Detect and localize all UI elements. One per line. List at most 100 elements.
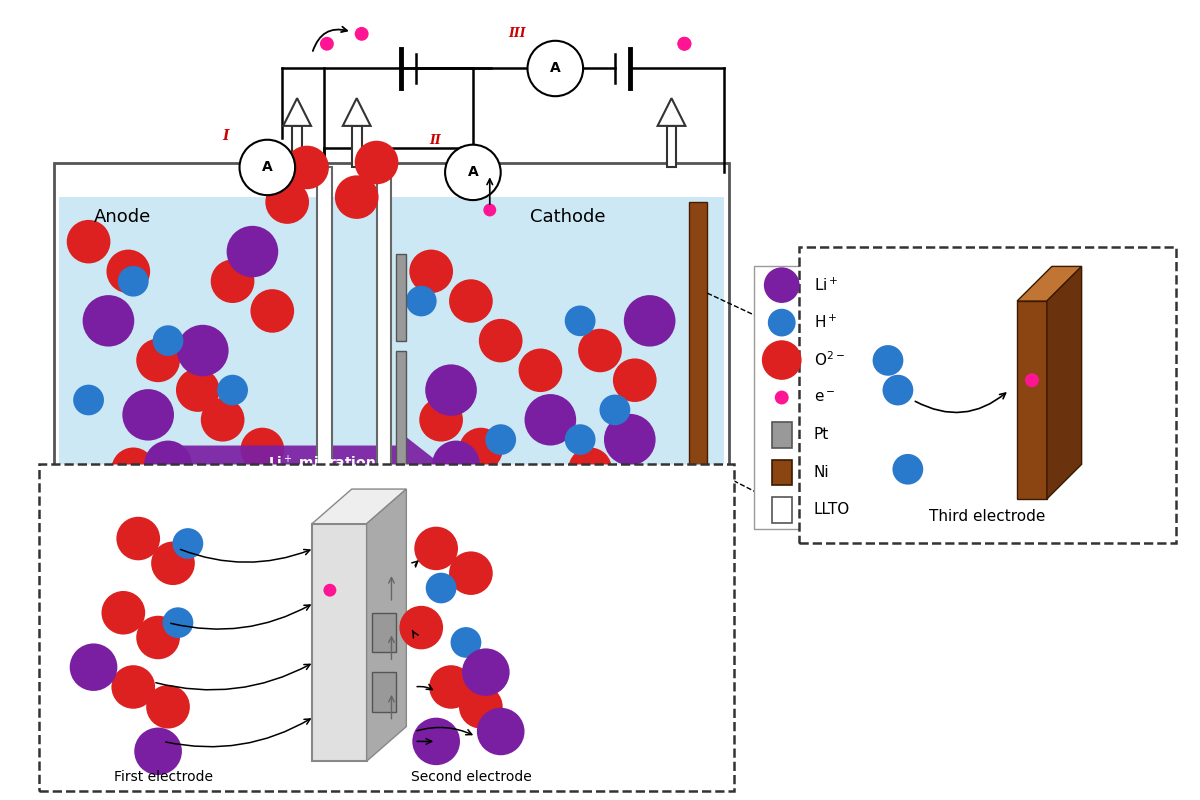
Text: e$^-$: e$^-$ xyxy=(814,390,835,405)
Circle shape xyxy=(476,708,524,755)
Circle shape xyxy=(217,374,248,406)
Bar xyxy=(377,167,391,593)
Polygon shape xyxy=(343,98,371,126)
Text: III: III xyxy=(509,27,527,40)
Circle shape xyxy=(355,141,398,184)
Text: Second electrode: Second electrode xyxy=(410,770,532,784)
Bar xyxy=(1018,301,1046,499)
Bar xyxy=(772,422,792,448)
Text: Pt: Pt xyxy=(814,427,829,442)
Circle shape xyxy=(173,528,203,559)
Circle shape xyxy=(893,454,923,485)
Circle shape xyxy=(528,41,583,96)
Circle shape xyxy=(569,447,612,491)
Circle shape xyxy=(200,398,245,442)
Circle shape xyxy=(458,428,503,471)
Text: Anode: Anode xyxy=(94,208,151,226)
Text: I: I xyxy=(222,129,229,142)
Circle shape xyxy=(872,345,904,376)
Circle shape xyxy=(449,551,493,595)
Polygon shape xyxy=(283,98,311,126)
Circle shape xyxy=(432,441,480,488)
Bar xyxy=(799,246,1176,543)
Circle shape xyxy=(265,180,310,224)
Circle shape xyxy=(107,250,150,293)
Circle shape xyxy=(151,477,194,521)
Circle shape xyxy=(211,259,254,303)
Circle shape xyxy=(764,267,799,303)
Circle shape xyxy=(240,140,295,195)
Circle shape xyxy=(400,606,443,650)
Bar xyxy=(317,167,332,593)
Bar xyxy=(59,197,724,593)
Circle shape xyxy=(70,643,118,691)
Circle shape xyxy=(151,542,194,585)
Bar xyxy=(754,266,972,529)
Text: A: A xyxy=(468,166,479,179)
Circle shape xyxy=(168,523,198,554)
Circle shape xyxy=(137,338,180,382)
Circle shape xyxy=(678,37,691,50)
Text: A: A xyxy=(550,62,560,75)
Text: Second electrode: Second electrode xyxy=(343,622,470,638)
Circle shape xyxy=(390,483,442,534)
Text: Third electrode: Third electrode xyxy=(540,622,650,638)
Circle shape xyxy=(430,666,473,709)
Circle shape xyxy=(613,358,656,402)
Circle shape xyxy=(320,37,334,50)
Circle shape xyxy=(413,718,460,765)
Circle shape xyxy=(191,507,234,550)
FancyArrow shape xyxy=(173,437,442,491)
Bar xyxy=(772,459,792,486)
Circle shape xyxy=(227,226,278,278)
Circle shape xyxy=(112,666,155,709)
Text: LLTO: LLTO xyxy=(814,502,850,518)
Bar xyxy=(312,524,367,761)
Circle shape xyxy=(176,368,220,412)
Circle shape xyxy=(335,175,378,219)
Circle shape xyxy=(94,514,124,544)
Circle shape xyxy=(251,289,294,333)
Circle shape xyxy=(67,220,110,263)
Circle shape xyxy=(144,441,192,488)
Circle shape xyxy=(67,474,119,525)
Bar xyxy=(372,672,396,712)
Circle shape xyxy=(762,340,802,380)
Circle shape xyxy=(409,250,454,293)
Circle shape xyxy=(458,685,503,729)
Bar xyxy=(772,497,792,522)
Bar xyxy=(352,126,361,167)
Circle shape xyxy=(539,507,582,550)
Circle shape xyxy=(499,477,542,521)
Circle shape xyxy=(445,145,500,200)
Circle shape xyxy=(240,428,284,471)
Text: II: II xyxy=(430,134,442,147)
Text: Cathode: Cathode xyxy=(530,208,606,226)
Circle shape xyxy=(102,591,145,634)
Circle shape xyxy=(449,279,493,323)
Circle shape xyxy=(518,349,563,392)
Circle shape xyxy=(462,648,510,696)
Circle shape xyxy=(485,424,516,455)
Circle shape xyxy=(524,394,576,446)
Text: Li$^+$ migration: Li$^+$ migration xyxy=(268,454,376,474)
Bar xyxy=(667,126,677,167)
Circle shape xyxy=(146,685,190,729)
Circle shape xyxy=(122,389,174,441)
Circle shape xyxy=(450,627,481,658)
Circle shape xyxy=(624,484,655,514)
Circle shape xyxy=(112,447,155,491)
Circle shape xyxy=(176,325,228,376)
Circle shape xyxy=(578,329,622,372)
Bar xyxy=(396,254,407,341)
Text: H$^+$: H$^+$ xyxy=(814,314,836,331)
Bar xyxy=(38,464,734,791)
Text: First electrode: First electrode xyxy=(215,622,319,638)
Circle shape xyxy=(600,394,630,426)
Circle shape xyxy=(324,584,336,597)
Bar xyxy=(396,350,407,568)
Circle shape xyxy=(678,37,691,50)
Circle shape xyxy=(406,286,437,316)
Text: First electrode: First electrode xyxy=(114,770,212,784)
Circle shape xyxy=(118,266,149,297)
